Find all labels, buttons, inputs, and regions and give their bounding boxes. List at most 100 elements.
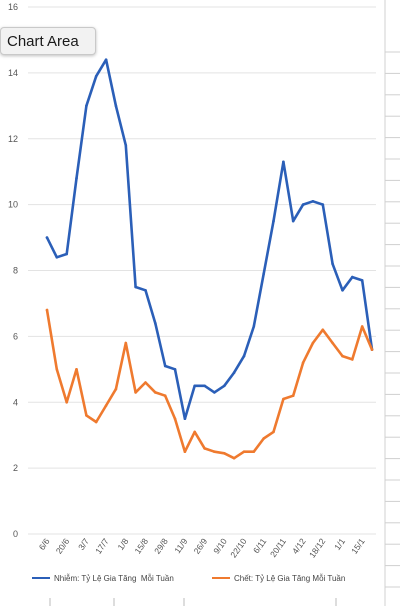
data-point-series-2 bbox=[183, 450, 187, 454]
legend-swatch-series-2 bbox=[212, 577, 230, 579]
data-point-series-1 bbox=[124, 144, 128, 147]
data-point-series-1 bbox=[173, 368, 177, 371]
y-tick-label: 8 bbox=[13, 266, 18, 276]
y-tick-label: 14 bbox=[8, 68, 18, 78]
chart-legend: Nhiễm: Tỷ Lệ Gia Tăng Mỗi Tuần Chết: Tỷ … bbox=[0, 568, 400, 588]
data-point-series-1 bbox=[331, 262, 334, 266]
data-point-series-1 bbox=[154, 321, 157, 325]
x-tick-label: 20/6 bbox=[54, 536, 72, 556]
legend-item-series-1: Nhiễm: Tỷ Lệ Gia Tăng Mỗi Tuần bbox=[32, 568, 174, 588]
data-point-series-1 bbox=[272, 219, 275, 223]
y-tick-label: 12 bbox=[8, 134, 18, 144]
series-line-1[interactable] bbox=[45, 58, 374, 421]
x-tick-label: 3/7 bbox=[76, 536, 91, 552]
data-point-series-1 bbox=[45, 236, 49, 239]
y-tick-label: 16 bbox=[8, 2, 18, 12]
data-point-series-2 bbox=[193, 430, 196, 434]
data-point-series-2 bbox=[154, 391, 157, 394]
data-point-series-1 bbox=[193, 384, 196, 388]
data-point-series-2 bbox=[370, 348, 374, 351]
data-point-series-2 bbox=[223, 452, 226, 455]
data-point-series-1 bbox=[341, 289, 344, 292]
data-point-series-1 bbox=[183, 417, 187, 421]
data-point-series-2 bbox=[291, 394, 295, 398]
data-point-series-2 bbox=[232, 456, 236, 460]
y-axis-ticks: 0 2 4 6 8 10 12 14 16 bbox=[8, 2, 18, 539]
data-point-series-1 bbox=[134, 285, 137, 289]
y-tick-label: 2 bbox=[13, 463, 18, 473]
y-tick-label: 0 bbox=[13, 529, 18, 539]
data-point-series-2 bbox=[65, 401, 68, 404]
data-point-series-1 bbox=[360, 279, 364, 282]
x-tick-label: 6/6 bbox=[37, 536, 52, 552]
x-tick-label: 4/12 bbox=[290, 536, 308, 556]
data-point-series-1 bbox=[55, 255, 59, 259]
data-point-series-1 bbox=[85, 104, 88, 108]
x-tick-label: 15/1 bbox=[349, 536, 367, 556]
data-point-series-2 bbox=[114, 387, 118, 391]
chart-gridlines bbox=[28, 6, 376, 535]
series-line-2[interactable] bbox=[45, 308, 374, 460]
data-point-series-2 bbox=[360, 325, 364, 328]
data-point-series-1 bbox=[75, 177, 78, 180]
data-point-series-2 bbox=[301, 361, 305, 365]
data-point-series-1 bbox=[262, 272, 266, 276]
x-tick-label: 17/7 bbox=[93, 536, 111, 556]
legend-item-series-2: Chết: Tỷ Lệ Gia Tăng Mỗi Tuần bbox=[212, 568, 345, 588]
x-tick-label: 18/12 bbox=[307, 536, 328, 559]
data-point-series-2 bbox=[134, 391, 137, 394]
data-point-series-1 bbox=[213, 391, 216, 394]
data-point-series-1 bbox=[301, 203, 305, 206]
data-point-series-1 bbox=[351, 275, 354, 279]
data-point-series-1 bbox=[282, 160, 285, 164]
x-tick-label: 20/11 bbox=[268, 536, 288, 559]
data-point-series-2 bbox=[163, 394, 167, 398]
data-point-series-2 bbox=[85, 414, 88, 417]
data-point-series-1 bbox=[232, 371, 236, 374]
legend-swatch-series-1 bbox=[32, 577, 50, 579]
data-point-series-1 bbox=[144, 289, 147, 292]
chart-area-tooltip: Chart Area bbox=[0, 27, 96, 55]
y-tick-label: 4 bbox=[13, 397, 18, 407]
data-point-series-2 bbox=[351, 358, 354, 361]
data-point-series-2 bbox=[242, 450, 246, 454]
data-point-series-1 bbox=[223, 384, 226, 388]
data-point-series-1 bbox=[321, 203, 325, 206]
data-point-series-2 bbox=[124, 341, 128, 345]
data-point-series-2 bbox=[321, 328, 325, 332]
data-point-series-1 bbox=[252, 325, 256, 328]
data-point-series-1 bbox=[203, 384, 206, 388]
x-tick-label: 1/1 bbox=[332, 536, 347, 552]
data-point-series-1 bbox=[65, 252, 68, 256]
data-point-series-2 bbox=[104, 404, 108, 407]
data-point-series-1 bbox=[311, 200, 315, 203]
x-tick-label: 11/9 bbox=[172, 536, 189, 555]
x-tick-label: 9/10 bbox=[211, 536, 229, 556]
data-point-series-2 bbox=[55, 368, 59, 371]
chart-series-lines bbox=[45, 58, 374, 460]
y-tick-label: 6 bbox=[13, 331, 18, 341]
x-tick-label: 29/8 bbox=[152, 536, 170, 556]
data-point-series-2 bbox=[252, 450, 256, 454]
data-point-series-2 bbox=[311, 341, 315, 345]
data-point-series-1 bbox=[291, 219, 295, 223]
data-point-series-2 bbox=[272, 430, 275, 434]
data-point-series-2 bbox=[144, 381, 147, 384]
x-tick-label: 1/8 bbox=[115, 536, 130, 552]
data-point-series-2 bbox=[173, 417, 177, 421]
data-point-series-2 bbox=[213, 450, 216, 454]
x-tick-label: 26/9 bbox=[192, 536, 210, 556]
x-tick-label: 15/8 bbox=[132, 536, 150, 556]
legend-label-series-2: Chết: Tỷ Lệ Gia Tăng Mỗi Tuần bbox=[234, 573, 346, 583]
data-point-series-2 bbox=[331, 341, 334, 345]
data-point-series-2 bbox=[282, 397, 285, 401]
legend-label-series-1: Nhiễm: Tỷ Lệ Gia Tăng Mỗi Tuần bbox=[54, 573, 174, 583]
y-tick-label: 10 bbox=[8, 200, 18, 210]
data-point-series-2 bbox=[341, 354, 344, 358]
data-point-series-1 bbox=[163, 364, 167, 368]
data-point-series-2 bbox=[262, 437, 266, 440]
data-point-series-1 bbox=[104, 58, 108, 61]
x-tick-label: 6/11 bbox=[251, 536, 268, 555]
